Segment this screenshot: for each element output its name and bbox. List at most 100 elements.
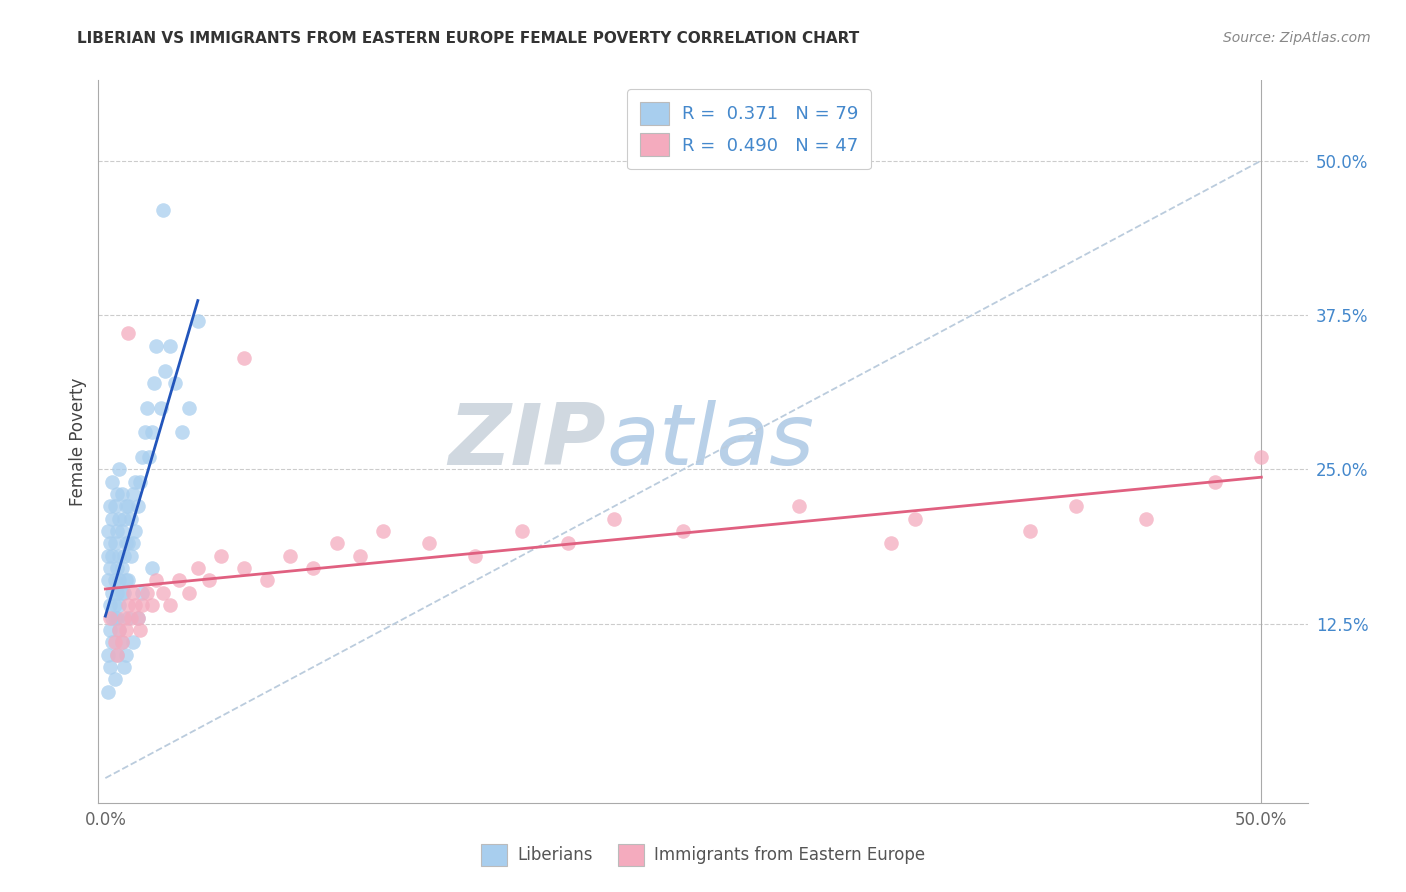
Point: [464, 549, 486, 563]
Point: [124, 598, 146, 612]
Point: [177, 401, 200, 415]
Point: [233, 561, 256, 575]
Point: [98, 610, 121, 624]
Point: [104, 610, 127, 624]
Point: [169, 574, 191, 588]
Point: [1204, 475, 1226, 489]
Point: [104, 536, 127, 550]
Point: [115, 500, 138, 514]
Point: [120, 549, 142, 563]
Point: [115, 623, 138, 637]
Text: LIBERIAN VS IMMIGRANTS FROM EASTERN EUROPE FEMALE POVERTY CORRELATION CHART: LIBERIAN VS IMMIGRANTS FROM EASTERN EURO…: [77, 31, 859, 46]
Point: [110, 635, 132, 649]
Point: [177, 586, 200, 600]
Point: [187, 314, 209, 328]
Point: [112, 660, 135, 674]
Point: [131, 598, 153, 612]
Point: [101, 586, 124, 600]
Point: [115, 536, 138, 550]
Point: [159, 339, 181, 353]
Point: [104, 635, 127, 649]
Point: [278, 549, 301, 563]
Point: [209, 549, 232, 563]
Point: [98, 598, 121, 612]
Point: [136, 586, 159, 600]
Point: [105, 524, 128, 538]
Point: [127, 610, 149, 624]
Point: [129, 623, 152, 637]
Point: [117, 536, 139, 550]
Point: [880, 536, 903, 550]
Point: [97, 648, 120, 662]
Point: [101, 610, 124, 624]
Point: [115, 648, 138, 662]
Point: [122, 635, 145, 649]
Text: ZIP: ZIP: [449, 400, 606, 483]
Point: [672, 524, 695, 538]
Point: [124, 524, 146, 538]
Point: [152, 586, 174, 600]
Point: [117, 326, 139, 341]
Point: [903, 512, 925, 526]
Point: [122, 536, 145, 550]
Point: [97, 574, 120, 588]
Point: [152, 202, 174, 217]
Point: [129, 475, 152, 489]
Point: [198, 574, 221, 588]
Point: [141, 425, 163, 440]
Point: [122, 487, 145, 501]
Point: [141, 598, 163, 612]
Point: [101, 635, 124, 649]
Point: [98, 623, 121, 637]
Point: [145, 574, 167, 588]
Point: [117, 500, 139, 514]
Point: [418, 536, 440, 550]
Point: [131, 450, 153, 464]
Text: atlas: atlas: [606, 400, 814, 483]
Point: [101, 549, 124, 563]
Point: [134, 425, 156, 440]
Point: [97, 549, 120, 563]
Point: [1250, 450, 1272, 464]
Point: [233, 351, 256, 366]
Point: [98, 660, 121, 674]
Point: [138, 450, 160, 464]
Point: [104, 574, 127, 588]
Point: [115, 574, 138, 588]
Point: [97, 684, 120, 698]
Point: [510, 524, 533, 538]
Point: [108, 462, 131, 476]
Point: [105, 648, 128, 662]
Point: [1019, 524, 1042, 538]
Point: [112, 549, 135, 563]
Point: [145, 339, 167, 353]
Y-axis label: Female Poverty: Female Poverty: [69, 377, 87, 506]
Point: [98, 536, 121, 550]
Point: [1135, 512, 1157, 526]
Point: [110, 586, 132, 600]
Point: [110, 487, 132, 501]
Point: [104, 500, 127, 514]
Point: [104, 598, 127, 612]
Point: [170, 425, 193, 440]
Point: [117, 598, 139, 612]
Point: [105, 648, 128, 662]
Point: [108, 574, 131, 588]
Point: [108, 549, 131, 563]
Point: [325, 536, 347, 550]
Point: [108, 598, 131, 612]
Point: [110, 524, 132, 538]
Point: [155, 363, 177, 377]
Point: [112, 610, 135, 624]
Point: [98, 561, 121, 575]
Point: [136, 401, 159, 415]
Point: [127, 500, 149, 514]
Point: [120, 610, 142, 624]
Point: [117, 610, 139, 624]
Point: [127, 610, 149, 624]
Point: [256, 574, 278, 588]
Point: [1066, 500, 1088, 514]
Point: [603, 512, 626, 526]
Point: [112, 512, 135, 526]
Point: [141, 561, 163, 575]
